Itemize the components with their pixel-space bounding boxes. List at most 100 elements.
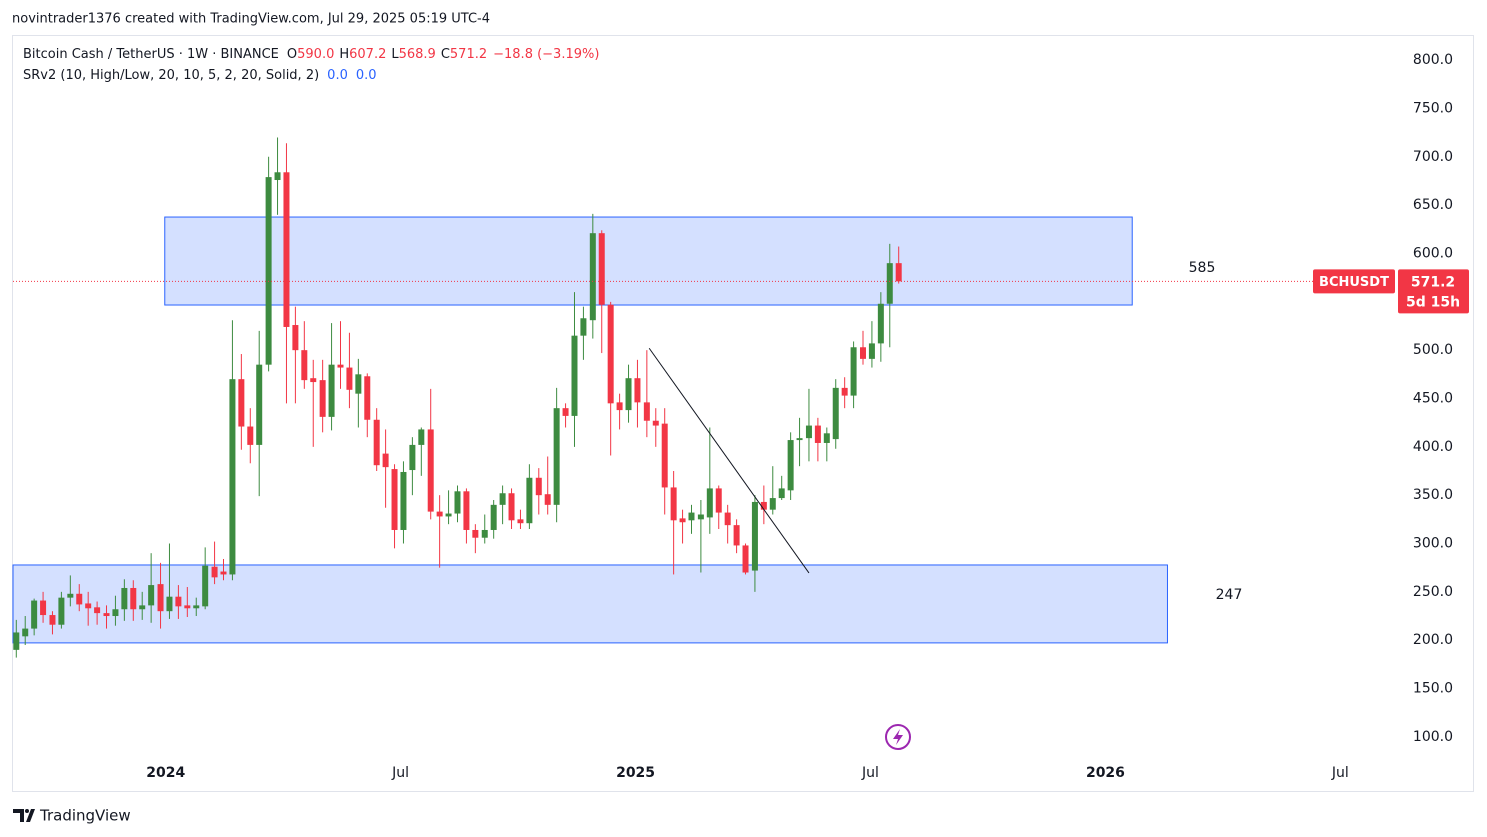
trend-line (648, 347, 810, 574)
candle-body (40, 600, 47, 616)
candle-body (337, 364, 344, 368)
candle-body (22, 628, 29, 637)
candle-body (310, 378, 317, 383)
plot: 100.0 150.0 200.0 250.0 300.0 350.0 400.0 450.0… (12, 52, 1469, 781)
candle-body (733, 525, 740, 546)
brand-name: TradingView (39, 807, 131, 825)
candle-body (598, 233, 605, 305)
y-tick-label: 350.0 (1413, 487, 1453, 503)
candle-body (193, 605, 200, 609)
candle-body (850, 347, 857, 396)
x-tick-label: 2025 (616, 765, 655, 781)
candle-body (760, 501, 767, 510)
price-tag: 571.2 (1411, 274, 1455, 290)
ohlc-label: L (391, 47, 399, 62)
ohlc-label: H (339, 47, 349, 62)
candle-body (247, 426, 254, 445)
candle-body (409, 444, 416, 471)
x-tick-label: 2024 (146, 765, 185, 781)
y-tick-label: 500.0 (1413, 342, 1453, 358)
candle-body (517, 519, 524, 524)
y-tick-label: 300.0 (1413, 536, 1453, 552)
candle-body (661, 423, 668, 488)
candle-body (85, 603, 92, 609)
indicator-name: SRv2 (10, High/Low, 20, 10, 5, 2, 20, So… (23, 68, 319, 83)
candle-body (49, 615, 56, 625)
candle-body (472, 529, 479, 538)
y-tick-label: 200.0 (1413, 632, 1453, 648)
ohlc-label: O (287, 47, 297, 62)
candle-body (616, 402, 623, 411)
indicator-legend: SRv2 (10, High/Low, 20, 10, 5, 2, 20, So… (23, 68, 377, 83)
candle-body (418, 429, 425, 445)
chart-legend: Bitcoin Cash / TetherUS · 1W · BINANCE O 5… (23, 47, 599, 62)
candle-body (139, 605, 146, 610)
y-tick-label: 750.0 (1413, 100, 1453, 116)
y-tick-label: 600.0 (1413, 245, 1453, 261)
candle-body (724, 512, 731, 526)
price-tag-bg (1398, 269, 1469, 314)
candle-body (679, 518, 686, 523)
chart-frame (12, 35, 1474, 792)
candle-body (535, 477, 542, 496)
candle-body (328, 364, 335, 417)
x-tick-label: 2026 (1086, 765, 1125, 781)
candle-body (112, 609, 119, 617)
y-tick-label: 400.0 (1413, 439, 1453, 455)
candle-body (814, 425, 821, 443)
y-tick-label: 250.0 (1413, 584, 1453, 600)
candle-body (274, 172, 281, 181)
candle-body (355, 374, 362, 394)
candle-body (157, 584, 164, 612)
candle-body (67, 593, 74, 598)
candle-body (265, 177, 272, 365)
candle-body (121, 587, 128, 610)
candle-body (688, 512, 695, 521)
candle-body (715, 488, 722, 513)
candle-body (706, 488, 713, 518)
symbol-tag-bg (1313, 269, 1395, 294)
candle-body (868, 343, 875, 359)
ohlc-value: 607.2 (349, 47, 386, 62)
candle-body (58, 597, 65, 625)
x-tick-label: Jul (861, 765, 879, 781)
candle-body (373, 419, 380, 466)
candle-body (751, 501, 758, 571)
candle-body (103, 613, 110, 617)
candle-body (895, 263, 902, 282)
candle-body (436, 511, 443, 517)
candle-body (787, 440, 794, 491)
candle-body (454, 491, 461, 514)
candle-body (76, 593, 83, 605)
y-tick-label: 450.0 (1413, 391, 1453, 407)
candle-body (832, 387, 839, 440)
candle-body (211, 566, 218, 578)
candle-body (580, 318, 587, 336)
candle-body (634, 378, 641, 403)
candle-body (292, 325, 299, 351)
ohlc-label: C (441, 47, 450, 62)
candle-body (319, 380, 326, 417)
change: −18.8 (−3.19%) (493, 47, 599, 62)
candle-body (481, 529, 488, 538)
candle-body (805, 425, 812, 439)
y-tick-label: 650.0 (1413, 197, 1453, 213)
candle-body (364, 376, 371, 420)
candle-body (526, 477, 533, 524)
candle-body (877, 303, 884, 344)
chart-title: Bitcoin Cash / TetherUS · 1W · BINANCE (23, 47, 279, 62)
ohlc-value: 571.2 (450, 47, 487, 62)
candle-body (841, 387, 848, 396)
candle-body (562, 408, 569, 416)
candle-body (670, 487, 677, 521)
candle-body (499, 493, 506, 505)
candle-body (382, 453, 389, 468)
alert-icon[interactable] (885, 724, 911, 750)
candle-body (571, 335, 578, 416)
y-tick-label: 100.0 (1413, 729, 1453, 745)
candle-body (229, 379, 236, 575)
candle-body (13, 632, 20, 650)
candle-body (256, 364, 263, 445)
candle-body (544, 494, 551, 505)
